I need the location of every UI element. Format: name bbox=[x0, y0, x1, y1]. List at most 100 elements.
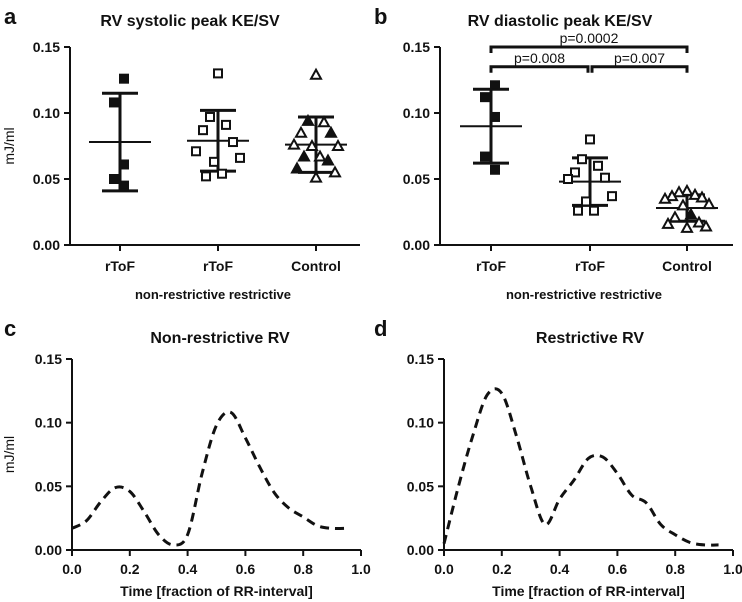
data-point bbox=[692, 215, 706, 228]
data-point bbox=[585, 134, 595, 145]
chart-title: Non-restrictive RV bbox=[150, 330, 290, 347]
x-tick-label: 0.4 bbox=[178, 561, 198, 577]
y-tick-label: 0.10 bbox=[33, 105, 60, 121]
data-point bbox=[324, 125, 338, 138]
x-axis-label: Time [fraction of RR-interval] bbox=[120, 583, 313, 599]
x-tick-label: 0.8 bbox=[665, 561, 685, 577]
y-axis-label: mJ/ml bbox=[1, 436, 17, 473]
data-point bbox=[688, 187, 702, 200]
data-point bbox=[191, 146, 201, 157]
x-tick-label: rToF bbox=[476, 258, 507, 274]
panel-c: c Non-restrictive RV 0.00 0.05 0.10 0.15 mJ/ml… bbox=[1, 316, 371, 599]
x-tick-label: 1.0 bbox=[351, 561, 371, 577]
x-tick-label: rToF bbox=[105, 258, 136, 274]
data-point bbox=[490, 80, 500, 91]
data-point bbox=[301, 113, 315, 126]
panel-b: b RV diastolic peak KE/SV 0.00 0.05 0.10 0.15… bbox=[374, 4, 733, 302]
group-caption: non-restrictive restrictive bbox=[506, 287, 662, 302]
chart-title: RV diastolic peak KE/SV bbox=[468, 13, 653, 30]
panel-a: a RV systolic peak KE/SV 0.00 0.05 0.10 0.15 m… bbox=[1, 4, 360, 302]
data-point bbox=[600, 172, 610, 183]
panel-letter: c bbox=[4, 316, 16, 341]
group-caption: non-restrictive restrictive bbox=[135, 287, 291, 302]
data-point bbox=[684, 207, 698, 220]
data-point bbox=[668, 210, 682, 223]
y-tick-label: 0.05 bbox=[403, 171, 430, 187]
x-tick-label: 0.0 bbox=[62, 561, 82, 577]
data-point bbox=[658, 191, 672, 204]
data-point bbox=[235, 152, 245, 163]
y-tick-label: 0.15 bbox=[407, 351, 434, 367]
data-point bbox=[607, 191, 617, 202]
data-point bbox=[209, 156, 219, 167]
x-tick-label: rToF bbox=[575, 258, 606, 274]
y-tick-label: 0.15 bbox=[35, 351, 62, 367]
data-point bbox=[201, 171, 211, 182]
panel-letter: b bbox=[374, 4, 387, 29]
p-value-label: p=0.007 bbox=[614, 50, 665, 66]
data-point bbox=[119, 73, 129, 84]
data-point bbox=[480, 151, 490, 162]
data-point bbox=[119, 180, 129, 191]
data-point bbox=[213, 68, 223, 79]
data-point bbox=[328, 165, 342, 178]
data-point bbox=[309, 67, 323, 80]
x-tick-label: 0.8 bbox=[293, 561, 313, 577]
y-tick-label: 0.10 bbox=[35, 415, 62, 431]
data-point bbox=[570, 167, 580, 178]
y-tick-label: 0.15 bbox=[33, 39, 60, 55]
chart-title: Restrictive RV bbox=[536, 330, 645, 347]
data-point bbox=[221, 119, 231, 130]
y-tick-label: 0.15 bbox=[403, 39, 430, 55]
data-point bbox=[490, 111, 500, 122]
panel-letter: d bbox=[374, 316, 387, 341]
data-point bbox=[563, 174, 573, 184]
p-value-label: p=0.008 bbox=[514, 50, 565, 66]
data-point bbox=[680, 183, 694, 196]
y-tick-label: 0.00 bbox=[33, 237, 60, 253]
data-point bbox=[699, 219, 713, 232]
data-point bbox=[577, 154, 587, 165]
y-tick-label: 0.00 bbox=[407, 542, 434, 558]
data-point bbox=[287, 137, 301, 150]
data-point bbox=[294, 125, 308, 138]
data-point bbox=[217, 168, 227, 179]
y-axis-label: mJ/ml bbox=[1, 127, 17, 164]
data-point bbox=[331, 138, 345, 151]
data-point bbox=[198, 125, 208, 136]
y-tick-label: 0.00 bbox=[403, 237, 430, 253]
chart-title: RV systolic peak KE/SV bbox=[100, 13, 280, 30]
significance-bracket bbox=[489, 65, 590, 73]
data-point bbox=[228, 137, 238, 148]
data-point bbox=[676, 198, 690, 211]
data-point bbox=[695, 190, 709, 203]
x-tick-label: Control bbox=[662, 258, 712, 274]
y-tick-label: 0.10 bbox=[403, 105, 430, 121]
data-point bbox=[109, 174, 119, 184]
x-tick-label: 0.2 bbox=[492, 561, 512, 577]
data-point bbox=[119, 159, 129, 170]
x-tick-label: 0.0 bbox=[434, 561, 454, 577]
data-point bbox=[309, 170, 323, 183]
series-line bbox=[71, 410, 347, 547]
x-axis-label: Time [fraction of RR-interval] bbox=[492, 583, 685, 599]
x-tick-label: 0.6 bbox=[608, 561, 628, 577]
x-tick-label: rToF bbox=[203, 258, 234, 274]
data-point bbox=[589, 205, 599, 216]
panel-d: d Restrictive RV 0.00 0.05 0.10 0.15 0.0 0.2 0.4… bbox=[374, 316, 742, 599]
data-point bbox=[313, 149, 327, 162]
data-point bbox=[317, 115, 331, 128]
panel-letter: a bbox=[4, 4, 17, 29]
significance-bracket bbox=[489, 45, 689, 53]
data-point bbox=[297, 149, 311, 162]
data-point bbox=[305, 138, 319, 151]
data-point bbox=[680, 220, 694, 233]
x-tick-label: 1.0 bbox=[723, 561, 742, 577]
data-point bbox=[593, 160, 603, 171]
data-point bbox=[581, 196, 591, 207]
data-point bbox=[290, 161, 304, 174]
data-point bbox=[480, 92, 490, 103]
x-tick-label: 0.4 bbox=[550, 561, 570, 577]
data-point bbox=[205, 111, 215, 122]
